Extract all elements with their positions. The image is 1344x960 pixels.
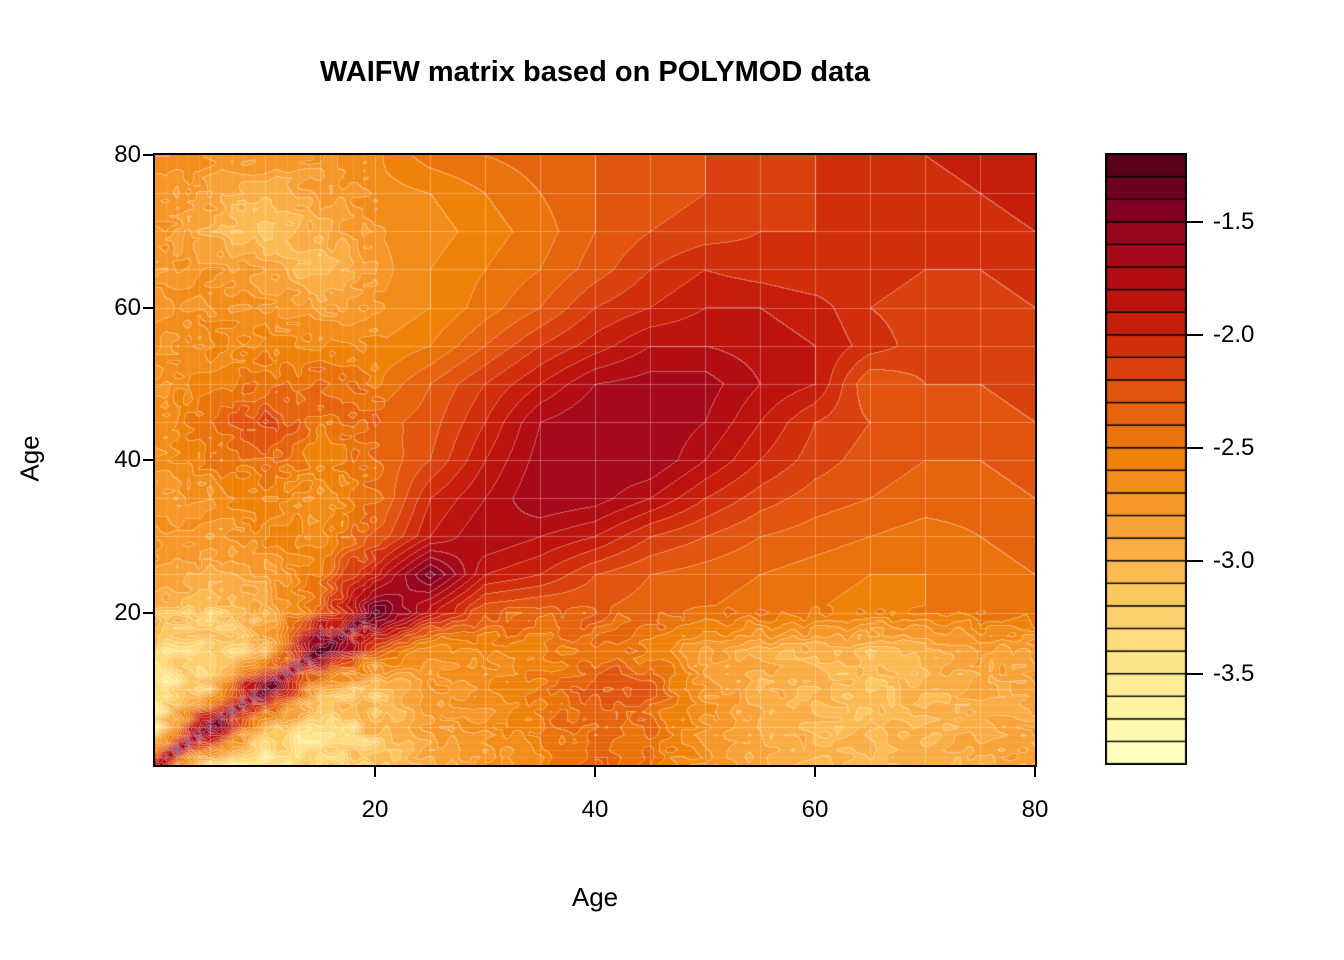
x-axis-tick	[1034, 767, 1036, 777]
legend-tick	[1187, 446, 1203, 449]
legend-tick	[1187, 672, 1203, 675]
y-axis-tick	[143, 611, 153, 614]
y-axis-tick-label: 20	[114, 598, 141, 626]
legend-tick	[1187, 559, 1203, 562]
y-axis-tick	[143, 306, 153, 309]
x-axis-tick	[374, 767, 376, 777]
legend-tick-label: -3.0	[1213, 546, 1255, 574]
x-axis-tick-label: 60	[801, 796, 829, 823]
x-axis-tick-label: 40	[581, 796, 609, 823]
y-axis-tick-label: 80	[114, 141, 141, 168]
legend-tick	[1187, 220, 1203, 223]
x-axis-label: Age	[571, 882, 619, 912]
y-axis-tick	[143, 154, 153, 156]
y-axis-tick-label: 60	[114, 293, 141, 321]
chart-title: WAIFW matrix based on POLYMOD data	[319, 56, 870, 88]
legend-tick-label: -1.5	[1213, 207, 1255, 235]
x-axis-tick-label: 80	[1021, 796, 1049, 823]
plot-area	[153, 153, 1037, 767]
x-axis-tick	[594, 767, 596, 777]
legend-tick	[1187, 333, 1203, 336]
y-axis-tick-label: 40	[114, 446, 141, 473]
y-axis-tick	[143, 459, 153, 461]
color-legend-bar	[1105, 153, 1187, 765]
legend-tick-label: -3.5	[1213, 659, 1255, 687]
x-axis-tick-label: 20	[361, 796, 389, 823]
contour-heatmap-canvas	[155, 155, 1035, 765]
legend-tick-label: -2.0	[1213, 320, 1255, 348]
y-axis-label: Age	[14, 435, 45, 482]
x-axis-tick	[814, 767, 816, 777]
legend-tick-label: -2.5	[1213, 433, 1255, 461]
